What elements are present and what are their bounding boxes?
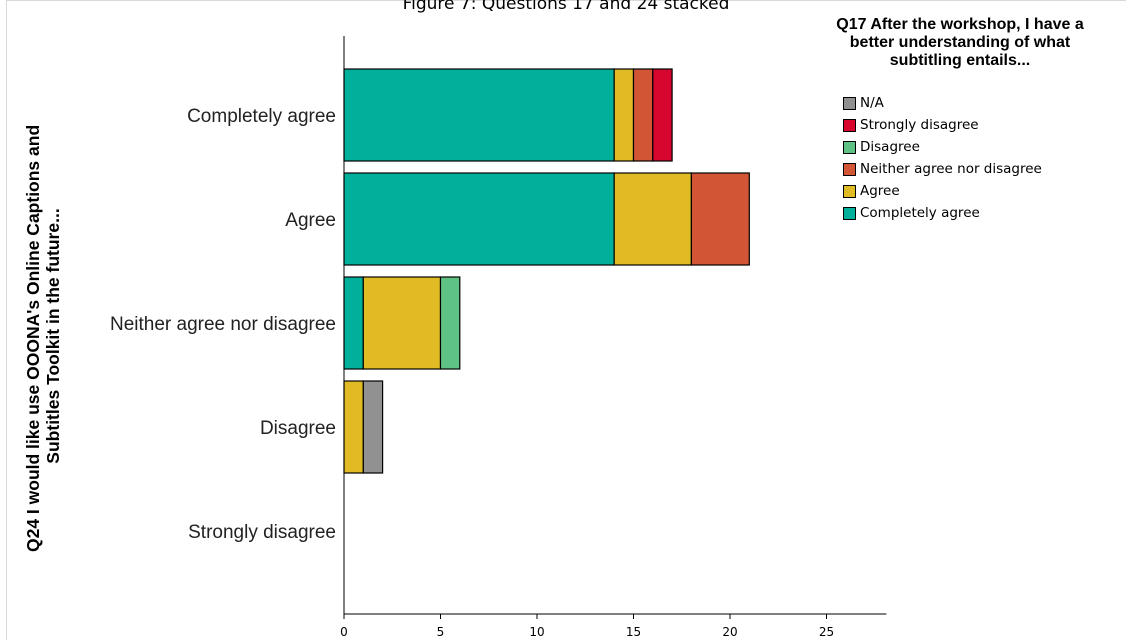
legend-title: Q17 After the workshop, I have a better … xyxy=(790,16,1130,70)
bar-segment xyxy=(652,68,673,162)
category-label: Disagree xyxy=(260,418,336,439)
legend-swatch xyxy=(843,162,856,176)
legend-label: Strongly disagree xyxy=(860,117,979,133)
legend-item: Neither agree nor disagree xyxy=(843,158,1042,180)
legend-swatch xyxy=(843,184,856,198)
y-axis-label-line-1: Q24 I would like use OOONA's Online Capt… xyxy=(23,125,43,552)
legend-label: N/A xyxy=(860,95,884,111)
legend-swatch xyxy=(843,140,856,154)
x-tick-label: 0 xyxy=(340,625,348,639)
bar-segment xyxy=(343,172,615,266)
legend-swatch xyxy=(843,96,856,110)
chart-frame xyxy=(6,0,1126,640)
bar-segment xyxy=(362,276,442,370)
bar-segment xyxy=(690,172,750,266)
x-tick-label: 25 xyxy=(819,625,834,639)
category-label: Neither agree nor disagree xyxy=(110,314,336,335)
legend-label: Completely agree xyxy=(860,205,980,221)
chart-legend: N/A Strongly disagree Disagree Neither agre… xyxy=(843,92,1042,224)
bar-segment xyxy=(343,68,615,162)
legend-label: Agree xyxy=(860,183,900,199)
legend-title-line: Q17 After the workshop, I have a xyxy=(836,16,1084,33)
chart-category-labels: Completely agree Agree Neither agree nor d… xyxy=(110,106,336,543)
category-label: Completely agree xyxy=(187,106,336,127)
legend-swatch xyxy=(843,118,856,132)
x-tick-label: 10 xyxy=(529,625,544,639)
bar-segment xyxy=(613,172,693,266)
bar-segment xyxy=(632,68,654,162)
bar-segment xyxy=(613,68,635,162)
legend-item: Completely agree xyxy=(843,202,1042,224)
x-tick-label: 20 xyxy=(722,625,737,639)
legend-title-line: subtitling entails... xyxy=(889,52,1031,69)
category-label: Agree xyxy=(285,210,336,231)
figure-title: Figure 7: Questions 17 and 24 stacked xyxy=(402,0,730,14)
y-axis-label-line-2: Subtitles Toolkit in the future... xyxy=(43,208,63,463)
bar-segment xyxy=(362,380,384,474)
chart-ticks: 0 5 10 15 20 25 xyxy=(340,614,834,639)
x-tick-label: 15 xyxy=(626,625,641,639)
legend-item: N/A xyxy=(843,92,1042,114)
y-axis-label: Q24 I would like use OOONA's Online Capt… xyxy=(23,120,63,552)
legend-item: Agree xyxy=(843,180,1042,202)
bar-segment xyxy=(343,380,364,474)
bar-segment xyxy=(439,276,461,370)
legend-item: Strongly disagree xyxy=(843,114,1042,136)
chart-bars xyxy=(343,68,750,474)
bar-segment xyxy=(343,276,364,370)
legend-title-line: better understanding of what xyxy=(849,34,1071,51)
category-label: Strongly disagree xyxy=(188,522,336,543)
x-tick-label: 5 xyxy=(437,625,445,639)
legend-item: Disagree xyxy=(843,136,1042,158)
legend-label: Neither agree nor disagree xyxy=(860,161,1042,177)
legend-label: Disagree xyxy=(860,139,920,155)
legend-swatch xyxy=(843,206,856,220)
